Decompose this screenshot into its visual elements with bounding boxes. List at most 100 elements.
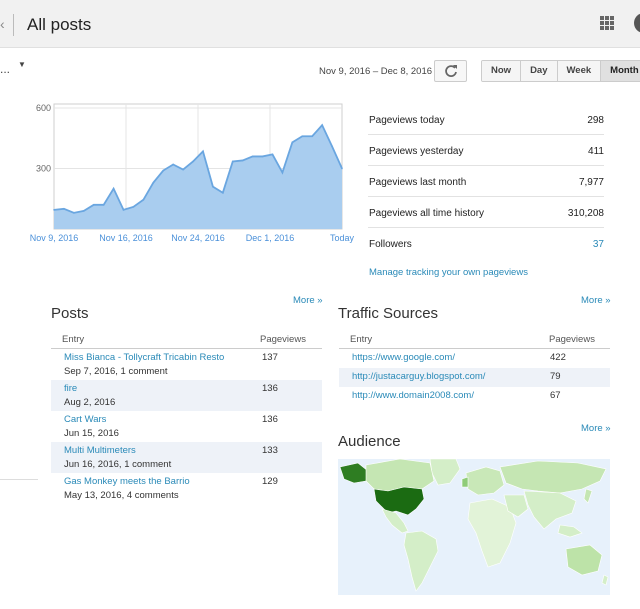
stat-label: Pageviews all time history bbox=[369, 208, 485, 219]
posts-title: Posts bbox=[51, 305, 89, 322]
back-chevron-icon[interactable]: ‹ bbox=[0, 16, 5, 32]
stat-row-last-month: Pageviews last month 7,977 bbox=[368, 166, 604, 197]
data-point bbox=[53, 209, 55, 211]
header-divider bbox=[13, 14, 14, 36]
pageviews-chart-svg: 600 300 Nov 9, 2016 Nov 16, 2016 Nov 24, 201… bbox=[30, 103, 355, 243]
col-entry: Entry bbox=[62, 334, 85, 345]
post-meta: May 13, 2016, 4 comments bbox=[64, 490, 179, 501]
refresh-button[interactable] bbox=[434, 60, 467, 82]
data-point bbox=[172, 163, 174, 166]
audience-title: Audience bbox=[338, 433, 401, 450]
post-link[interactable]: Cart Wars bbox=[64, 414, 107, 425]
avatar[interactable] bbox=[634, 13, 640, 33]
range-day-button[interactable]: Day bbox=[521, 61, 558, 81]
data-point bbox=[271, 153, 274, 156]
data-point bbox=[231, 160, 234, 163]
posts-more-link[interactable]: More » bbox=[293, 295, 323, 306]
post-link[interactable]: Miss Bianca - Tollycraft Tricabin Resto bbox=[64, 352, 225, 363]
top-bar: ‹ All posts bbox=[0, 0, 640, 48]
data-point bbox=[331, 145, 333, 148]
col-pageviews: Pageviews bbox=[260, 334, 306, 345]
traffic-source-link[interactable]: https://www.google.com/ bbox=[352, 352, 455, 363]
data-point bbox=[132, 206, 135, 208]
data-point bbox=[192, 160, 194, 163]
post-meta: Jun 15, 2016 bbox=[64, 428, 119, 439]
range-now-button[interactable]: Now bbox=[482, 61, 522, 81]
col-pageviews: Pageviews bbox=[549, 334, 595, 345]
table-header: Entry Pageviews bbox=[51, 331, 322, 349]
data-point bbox=[142, 198, 145, 201]
stat-label: Followers bbox=[369, 239, 412, 250]
post-meta: Jun 16, 2016, 1 comment bbox=[64, 459, 172, 470]
page-title: All posts bbox=[27, 15, 92, 34]
table-row: Multi Multimeters Jun 16, 2016, 1 commen… bbox=[51, 442, 322, 473]
post-pageviews: 137 bbox=[262, 352, 278, 363]
followers-link[interactable]: 37 bbox=[592, 239, 604, 250]
data-point bbox=[112, 187, 115, 190]
post-pageviews: 129 bbox=[262, 476, 278, 487]
data-point bbox=[202, 150, 204, 153]
data-point bbox=[73, 212, 75, 214]
world-map-svg bbox=[339, 459, 609, 592]
traffic-pageviews: 67 bbox=[550, 390, 561, 401]
x-tick-label: Today bbox=[330, 233, 355, 243]
x-tick-label: Nov 9, 2016 bbox=[30, 233, 79, 243]
stat-value: 298 bbox=[587, 115, 604, 126]
data-point bbox=[102, 204, 105, 206]
line-series bbox=[53, 123, 343, 214]
audience-more-link[interactable]: More » bbox=[581, 423, 611, 434]
range-week-button[interactable]: Week bbox=[557, 61, 602, 81]
audience-map[interactable] bbox=[338, 459, 610, 595]
table-row: http://www.domain2008.com/ 67 bbox=[339, 387, 610, 406]
posts-table: Entry Pageviews Miss Bianca - Tollycraft… bbox=[51, 331, 322, 504]
manage-tracking-link[interactable]: Manage tracking your own pageviews bbox=[369, 267, 528, 278]
post-pageviews: 136 bbox=[262, 383, 278, 394]
stats-panel: Pageviews today 298 Pageviews yesterday … bbox=[368, 104, 604, 259]
post-link[interactable]: fire bbox=[64, 383, 78, 394]
area-series bbox=[54, 125, 342, 229]
x-tick-label: Nov 16, 2016 bbox=[99, 233, 153, 243]
stat-row-today: Pageviews today 298 bbox=[368, 104, 604, 135]
divider bbox=[0, 479, 38, 480]
stat-value: 411 bbox=[588, 146, 604, 157]
y-tick-label: 300 bbox=[36, 164, 51, 174]
range-month-button[interactable]: Month bbox=[601, 61, 640, 81]
blog-selector[interactable]: ... ▼ bbox=[0, 60, 26, 76]
post-link[interactable]: Multi Multimeters bbox=[64, 445, 136, 456]
data-point bbox=[301, 135, 304, 138]
post-link[interactable]: Gas Monkey meets the Barrio bbox=[64, 476, 190, 487]
data-point bbox=[241, 159, 244, 162]
post-pageviews: 136 bbox=[262, 414, 278, 425]
data-point bbox=[92, 204, 95, 206]
refresh-icon bbox=[445, 65, 457, 77]
pageviews-chart: 600 300 Nov 9, 2016 Nov 16, 2016 Nov 24, 201… bbox=[26, 98, 356, 246]
blog-selector-label: ... bbox=[0, 62, 11, 76]
data-point bbox=[281, 171, 284, 174]
caret-down-icon: ▼ bbox=[18, 60, 26, 69]
stat-row-all-time: Pageviews all time history 310,208 bbox=[368, 197, 604, 228]
data-point bbox=[251, 155, 254, 158]
data-point bbox=[311, 135, 314, 138]
data-point bbox=[212, 185, 214, 188]
y-tick-label: 600 bbox=[36, 103, 51, 113]
data-point bbox=[261, 155, 264, 158]
data-point bbox=[63, 208, 65, 210]
traffic-pageviews: 422 bbox=[550, 352, 566, 363]
traffic-pageviews: 79 bbox=[550, 371, 561, 382]
table-row: https://www.google.com/ 422 bbox=[339, 349, 610, 368]
table-row: Gas Monkey meets the Barrio May 13, 2016… bbox=[51, 473, 322, 504]
data-point bbox=[291, 141, 294, 144]
traffic-source-link[interactable]: http://www.domain2008.com/ bbox=[352, 390, 474, 401]
traffic-title: Traffic Sources bbox=[338, 305, 439, 322]
stat-label: Pageviews today bbox=[369, 115, 445, 126]
apps-grid-icon[interactable] bbox=[600, 16, 614, 30]
x-tick-label: Dec 1, 2016 bbox=[246, 233, 295, 243]
table-row: Miss Bianca - Tollycraft Tricabin Resto … bbox=[51, 349, 322, 380]
data-point bbox=[222, 191, 224, 194]
traffic-source-link[interactable]: http://justacarguy.blogspot.com/ bbox=[352, 371, 486, 382]
date-range-label: Nov 9, 2016 – Dec 8, 2016 bbox=[319, 66, 433, 77]
stat-value: 310,208 bbox=[567, 208, 604, 219]
traffic-more-link[interactable]: More » bbox=[581, 295, 611, 306]
data-point bbox=[162, 169, 165, 172]
post-meta: Aug 2, 2016 bbox=[64, 397, 116, 408]
